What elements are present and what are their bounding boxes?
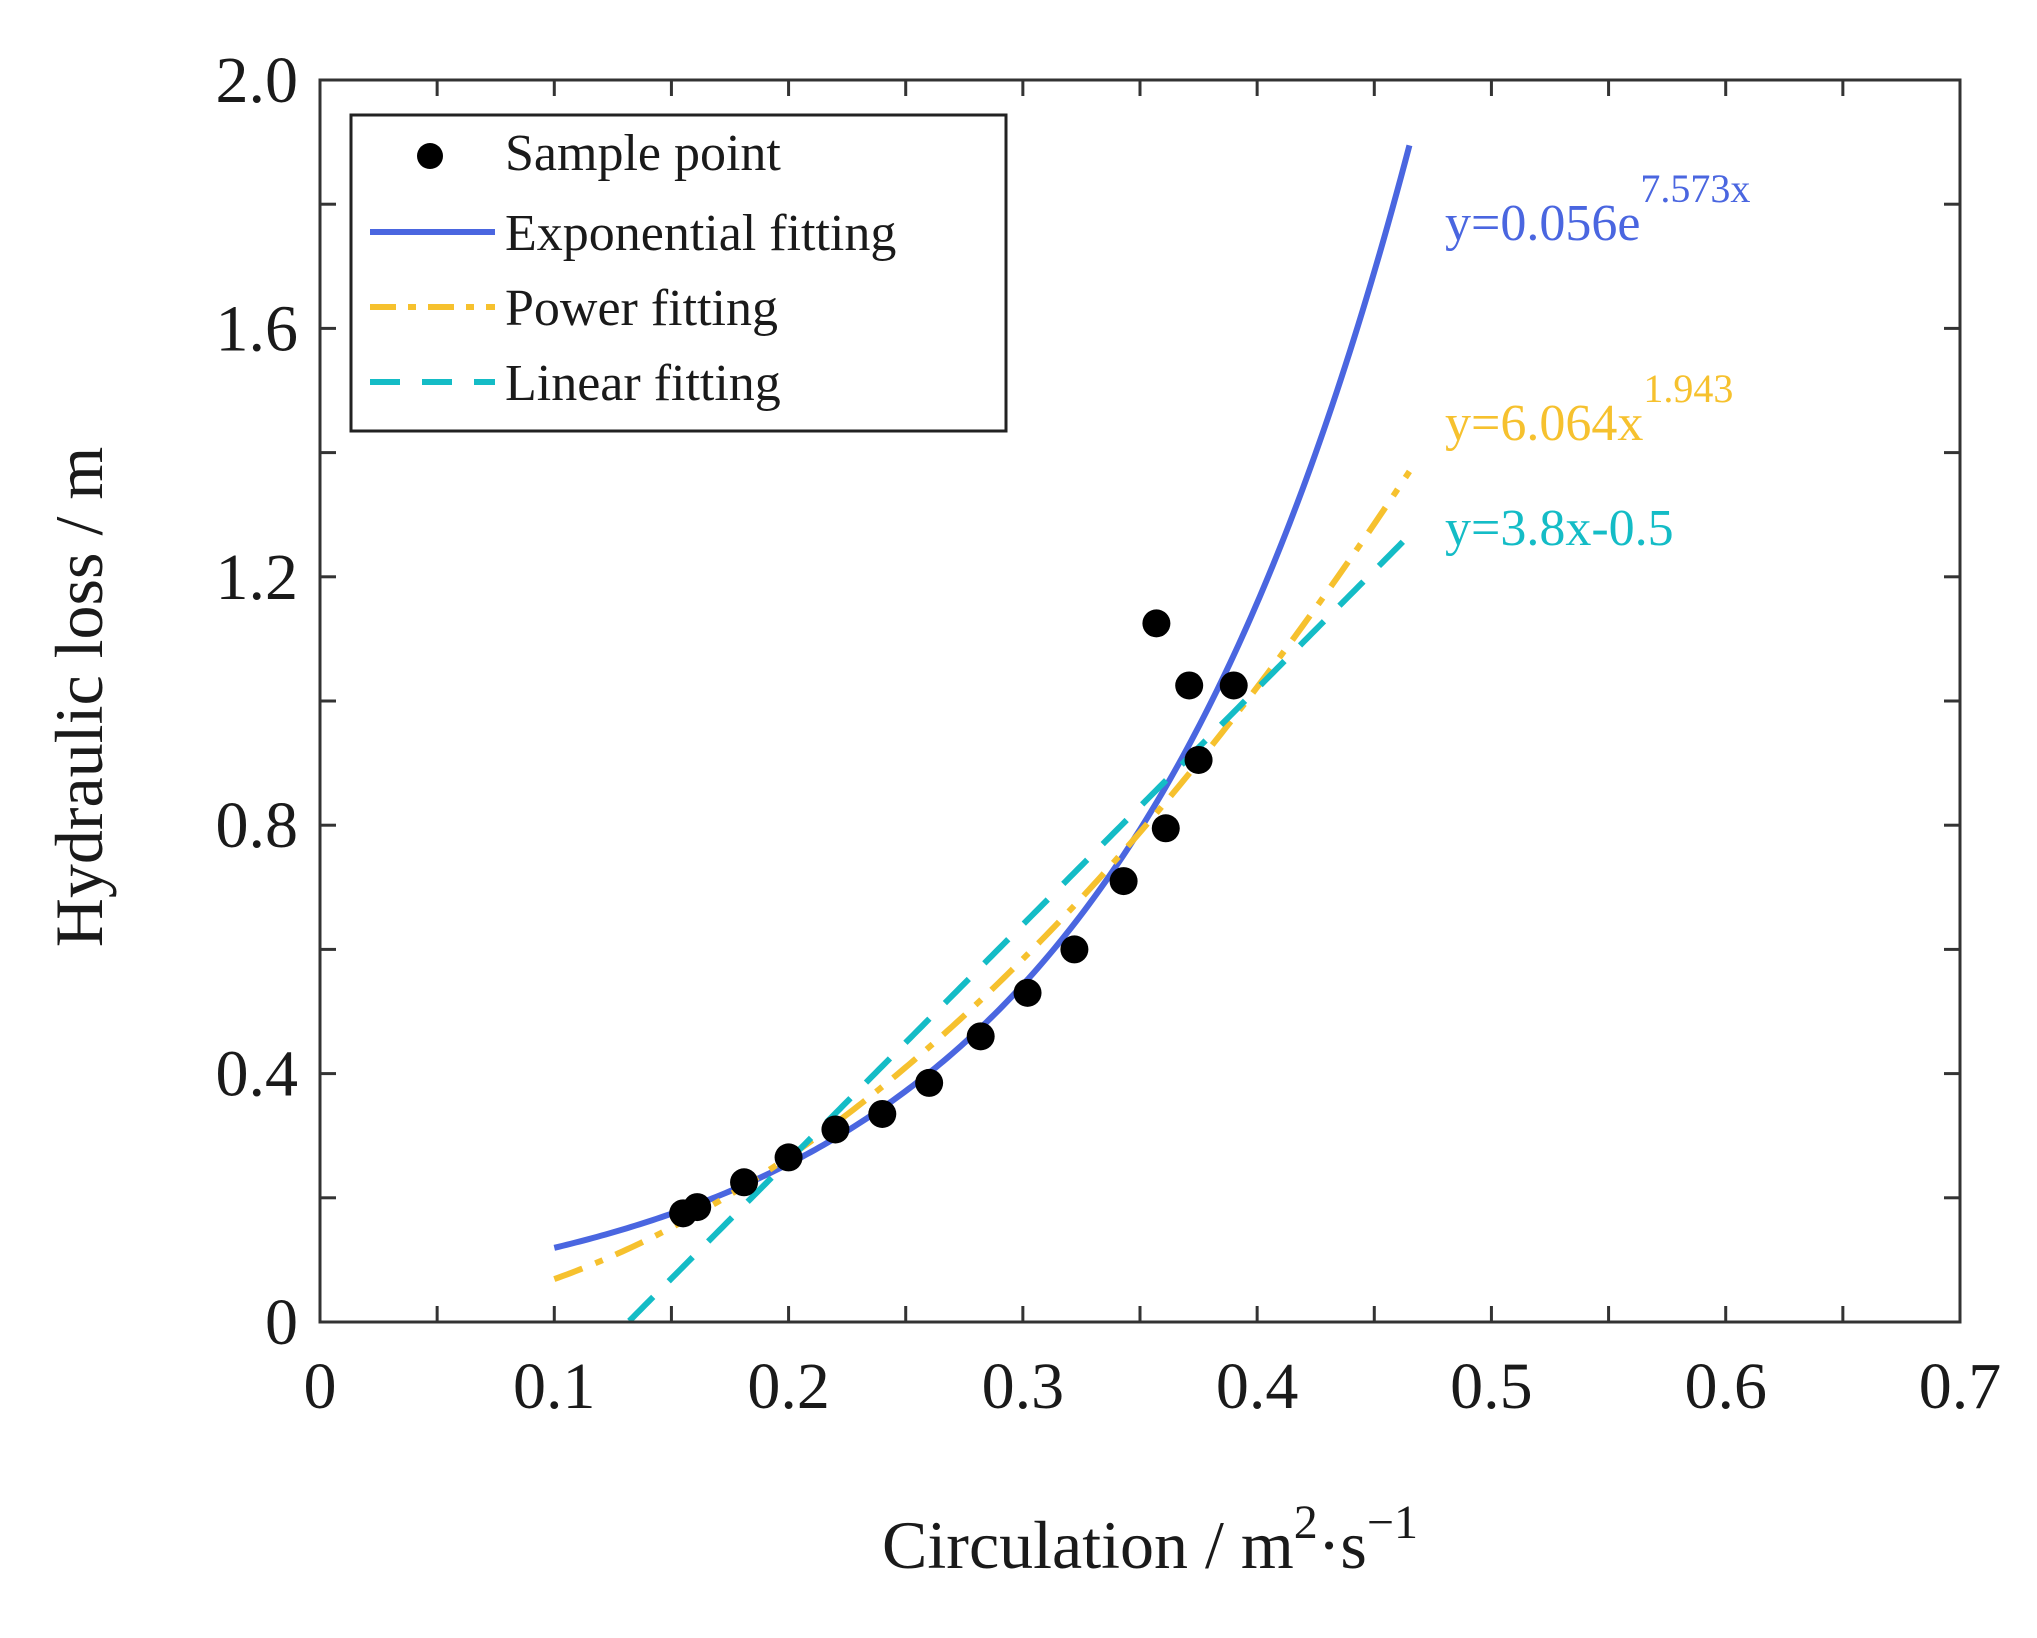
plot-frame xyxy=(318,78,1962,1324)
legend-box xyxy=(349,113,1008,433)
x-tick-label: 0.7 xyxy=(1919,1350,2002,1423)
y-tick-label: 0.4 xyxy=(216,1038,299,1111)
y-tick-label: 0.8 xyxy=(216,789,299,862)
legend-marker-sample xyxy=(417,143,443,169)
sample-point xyxy=(915,1068,944,1097)
x-axis-title-sup1: 2 xyxy=(1294,1496,1318,1549)
sample-point xyxy=(730,1168,759,1197)
x-tick-label: 0.1 xyxy=(513,1350,596,1423)
power-fit-line xyxy=(553,469,1412,1282)
linear-equation: y=3.8x-0.5 xyxy=(1445,500,1674,557)
sample-point xyxy=(1184,745,1213,774)
exponential-equation: y=0.056e7.573x xyxy=(1445,166,1750,252)
fit-equations: y=0.056e7.573x y=6.064x1.943 y=3.8x-0.5 xyxy=(1445,166,1750,557)
legend-label: Linear fitting xyxy=(505,355,781,412)
x-axis-title-mid: ·s xyxy=(1318,1507,1367,1583)
legend-label: Power fitting xyxy=(505,280,778,337)
y-tick-label: 1.2 xyxy=(216,541,299,614)
sample-point xyxy=(868,1099,897,1128)
sample-point xyxy=(1175,671,1204,700)
x-axis-title-sup2: −1 xyxy=(1367,1496,1418,1549)
legend-label: Sample point xyxy=(505,125,781,182)
sample-point xyxy=(966,1022,995,1051)
x-axis-title-main: Circulation / m xyxy=(882,1507,1294,1583)
x-tick-label: 0.3 xyxy=(982,1350,1065,1423)
x-tick-label: 0 xyxy=(304,1350,337,1423)
y-axis-title: Hydraulic loss / m xyxy=(41,447,117,948)
y-tick-label: 1.6 xyxy=(216,292,299,365)
y-tick-label: 2.0 xyxy=(216,44,299,117)
sample-point xyxy=(1151,814,1180,843)
axis-ticks xyxy=(318,78,1962,1324)
power-equation: y=6.064x1.943 xyxy=(1445,366,1733,452)
sample-point xyxy=(1219,671,1248,700)
sample-point xyxy=(1109,867,1138,896)
sample-points xyxy=(669,609,1248,1228)
linear-fit-line xyxy=(627,533,1412,1322)
sample-point xyxy=(1142,609,1171,638)
y-tick-label: 0 xyxy=(265,1286,298,1359)
axis-tick-labels: 0 0.1 0.2 0.3 0.4 0.5 0.6 0.7 0 0.4 0.8 1.2 1.6 2.0 xyxy=(216,44,2002,1423)
sample-point xyxy=(1013,978,1042,1007)
x-tick-label: 0.6 xyxy=(1684,1350,1767,1423)
x-axis-title: Circulation / m2·s−1 xyxy=(882,1496,1418,1583)
sample-point xyxy=(821,1115,850,1144)
sample-point xyxy=(1060,935,1089,964)
x-tick-label: 0.4 xyxy=(1216,1350,1299,1423)
sample-point xyxy=(774,1143,803,1172)
x-tick-label: 0.5 xyxy=(1450,1350,1533,1423)
x-tick-label: 0.2 xyxy=(747,1350,830,1423)
legend-label: Exponential fitting xyxy=(505,205,896,262)
sample-point xyxy=(683,1193,712,1222)
legend: Sample point Exponential fitting Power fit… xyxy=(349,113,1008,433)
